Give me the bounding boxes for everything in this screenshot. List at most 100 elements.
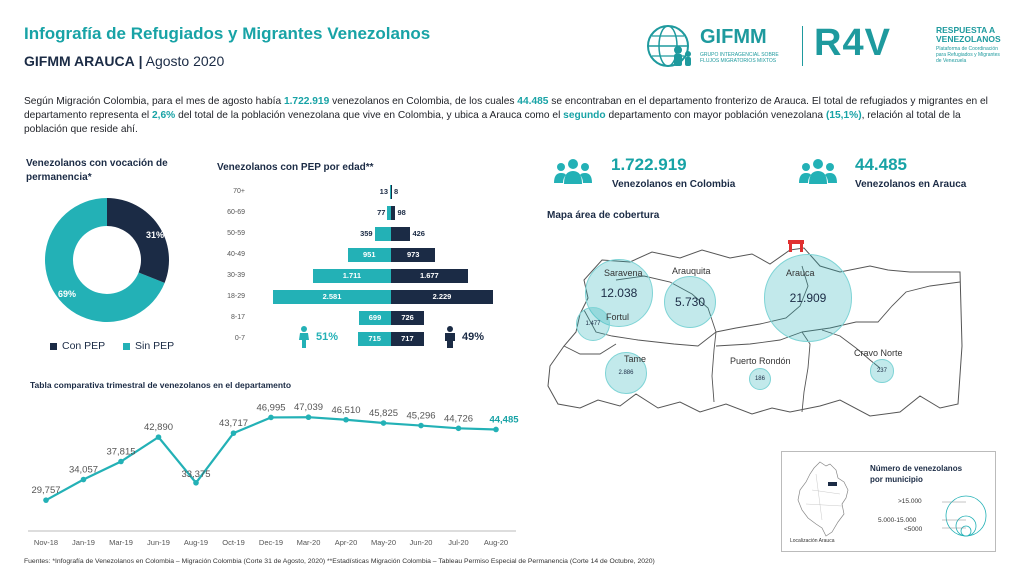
pyramid-bar-female bbox=[387, 206, 391, 220]
pyramid-age-label: 60-69 bbox=[227, 209, 245, 216]
map-bubble-value: 186 bbox=[754, 375, 765, 382]
line-point bbox=[305, 414, 312, 421]
pyramid-value-female: 951 bbox=[362, 250, 376, 259]
legend-big: >15.000 bbox=[898, 498, 922, 505]
pyramid-value-female: 13 bbox=[379, 187, 388, 196]
r4v-logo: R4V RESPUESTA A VENEZOLANOS Plataforma d… bbox=[812, 22, 1012, 70]
pyramid-value-female: 359 bbox=[360, 229, 373, 238]
pyramid-bar-female bbox=[390, 185, 391, 199]
gifmm-logo: GIFMM GRUPO INTERAGENCIAL SOBRE FLUJOS M… bbox=[644, 22, 794, 70]
line-data-label: 47,039 bbox=[294, 402, 323, 413]
x-tick-label: Jun-20 bbox=[410, 538, 433, 547]
intro-value-arauca: 44.485 bbox=[517, 96, 549, 107]
stat-arauca-label: Venezolanos en Arauca bbox=[855, 179, 967, 190]
pyramid-value-female: 77 bbox=[377, 208, 386, 217]
pyramid-age-label: 0-7 bbox=[234, 335, 245, 342]
pyramid-value-male: 2.229 bbox=[432, 292, 452, 301]
line-data-label: 44,726 bbox=[444, 413, 473, 424]
line-data-label: 45,296 bbox=[406, 411, 435, 422]
line-chart: 29,757 Nov-18 34,057 Jan-19 37,815 Mar-19 42,8… bbox=[28, 402, 519, 547]
pyramid-bar-male bbox=[391, 185, 392, 199]
legend-mid: 5.000-15.000 bbox=[878, 517, 917, 524]
stat-colombia-label: Venezolanos en Colombia bbox=[612, 179, 736, 190]
line-data-label: 44,485 bbox=[489, 414, 519, 425]
legend-title-1: Número de venezolanos bbox=[870, 464, 963, 473]
r4v-line2: VENEZOLANOS bbox=[936, 34, 1001, 44]
pyramid-bar-male bbox=[391, 248, 436, 262]
line-data-label: 34,057 bbox=[69, 465, 98, 476]
map-bubble-value: 2.886 bbox=[618, 369, 634, 376]
legend-swatch-sin bbox=[123, 342, 130, 350]
page-title: Infografía de Refugiados y Migrantes Ven… bbox=[24, 24, 431, 43]
pyramid-value-male: 717 bbox=[401, 334, 414, 343]
line-series: 29,757 Nov-18 34,057 Jan-19 37,815 Mar-19 42,8… bbox=[31, 402, 519, 547]
pyramid-bar-male bbox=[391, 206, 396, 220]
border-gate-icon bbox=[788, 240, 804, 252]
map-municipality-label: Puerto Rondón bbox=[730, 356, 791, 366]
pyramid-age-label: 30-39 bbox=[227, 272, 245, 279]
pyramid-bar-female bbox=[359, 311, 391, 325]
map-bubble: 5.730 bbox=[663, 275, 717, 329]
r4v-sub3: de Venezuela bbox=[936, 58, 967, 64]
line-point bbox=[43, 497, 49, 503]
x-tick-label: Jul-20 bbox=[448, 538, 468, 547]
pyramid-bar-female bbox=[347, 248, 391, 262]
legend-sin-pep: Sin PEP bbox=[123, 340, 174, 352]
map-municipality-label: Tame bbox=[624, 354, 647, 364]
pyramid-bar-female bbox=[374, 227, 391, 241]
donut-label-sin: 69% bbox=[58, 289, 76, 299]
intro-value-percent: 2,6% bbox=[152, 110, 176, 121]
map-bubbles: 12.038 Saravena 5.730 Arauquita 21.909 Arauca… bbox=[540, 236, 1010, 450]
gifmm-line2: FLUJOS MIGRATORIOS MIXTOS bbox=[700, 58, 777, 64]
line-point bbox=[493, 426, 499, 433]
globe-icon bbox=[647, 25, 691, 67]
legend-title-2: por municipio bbox=[870, 475, 923, 484]
map-bubble: 186 bbox=[748, 367, 772, 391]
subtitle-date: Agosto 2020 bbox=[145, 53, 225, 69]
page-subtitle: GIFMM ARAUCA | Agosto 2020 bbox=[24, 53, 224, 69]
legend-label-con: Con PEP bbox=[62, 340, 106, 352]
intro-text-6: , relación al total de la población que … bbox=[24, 110, 961, 135]
line-data-label: 33,375 bbox=[181, 469, 210, 480]
line-data-label: 46,995 bbox=[256, 402, 285, 413]
pyramid-age-label: 40-49 bbox=[227, 251, 245, 258]
r4v-name: R4V bbox=[814, 22, 891, 64]
map-bubble-value: 237 bbox=[876, 367, 887, 374]
intro-text-4: del total de la población venezolana que… bbox=[175, 110, 564, 121]
line-point bbox=[380, 420, 387, 426]
line-data-label: 45,825 bbox=[369, 408, 398, 419]
intro-text-5: departamento con mayor población venezol… bbox=[605, 110, 826, 121]
intro-value-rank: segundo bbox=[563, 110, 606, 121]
colombia-locator-map bbox=[797, 461, 849, 537]
female-percent: 51% bbox=[316, 331, 339, 343]
line-point bbox=[418, 422, 424, 429]
line-data-label: 37,815 bbox=[106, 446, 135, 457]
pyramid-age-label: 50-59 bbox=[227, 230, 245, 237]
map-municipality-label: Saravena bbox=[604, 268, 643, 278]
map-bubble: 1.477 bbox=[575, 306, 611, 342]
line-chart-title: Tabla comparativa trimestral de venezola… bbox=[30, 380, 292, 390]
donut-chart: 31% 69% bbox=[45, 198, 169, 322]
line-point bbox=[455, 425, 462, 432]
pyramid-bar-male bbox=[391, 311, 425, 325]
stat-colombia-value: 1.722.919 bbox=[611, 155, 687, 174]
female-icon bbox=[299, 326, 309, 348]
x-tick-label: Aug-19 bbox=[184, 538, 208, 547]
map-municipality-label: Arauquita bbox=[672, 266, 711, 276]
x-tick-label: Mar-19 bbox=[109, 538, 133, 547]
line-data-label: 43,717 bbox=[219, 418, 248, 429]
intro-value-colombia: 1.722.919 bbox=[283, 96, 330, 107]
r4v-line1: RESPUESTA A bbox=[936, 25, 996, 35]
line-point bbox=[343, 416, 349, 423]
line-point bbox=[80, 476, 87, 483]
intro-text-3: se encontraban en el departamento fronte… bbox=[24, 96, 988, 121]
r4v-sub1: Plataforma de Coordinación bbox=[936, 46, 998, 52]
map-bubble-value: 1.477 bbox=[585, 320, 601, 327]
map-municipality-label: Cravo Norte bbox=[854, 348, 903, 358]
x-tick-label: Mar-20 bbox=[297, 538, 321, 547]
gifmm-line1: GRUPO INTERAGENCIAL SOBRE bbox=[700, 52, 779, 58]
legend-locator-caption: Localización Arauca bbox=[790, 538, 835, 544]
x-tick-label: Nov-18 bbox=[34, 538, 58, 547]
x-tick-label: Jan-19 bbox=[72, 538, 95, 547]
pyramid-value-female: 2.581 bbox=[322, 292, 342, 301]
